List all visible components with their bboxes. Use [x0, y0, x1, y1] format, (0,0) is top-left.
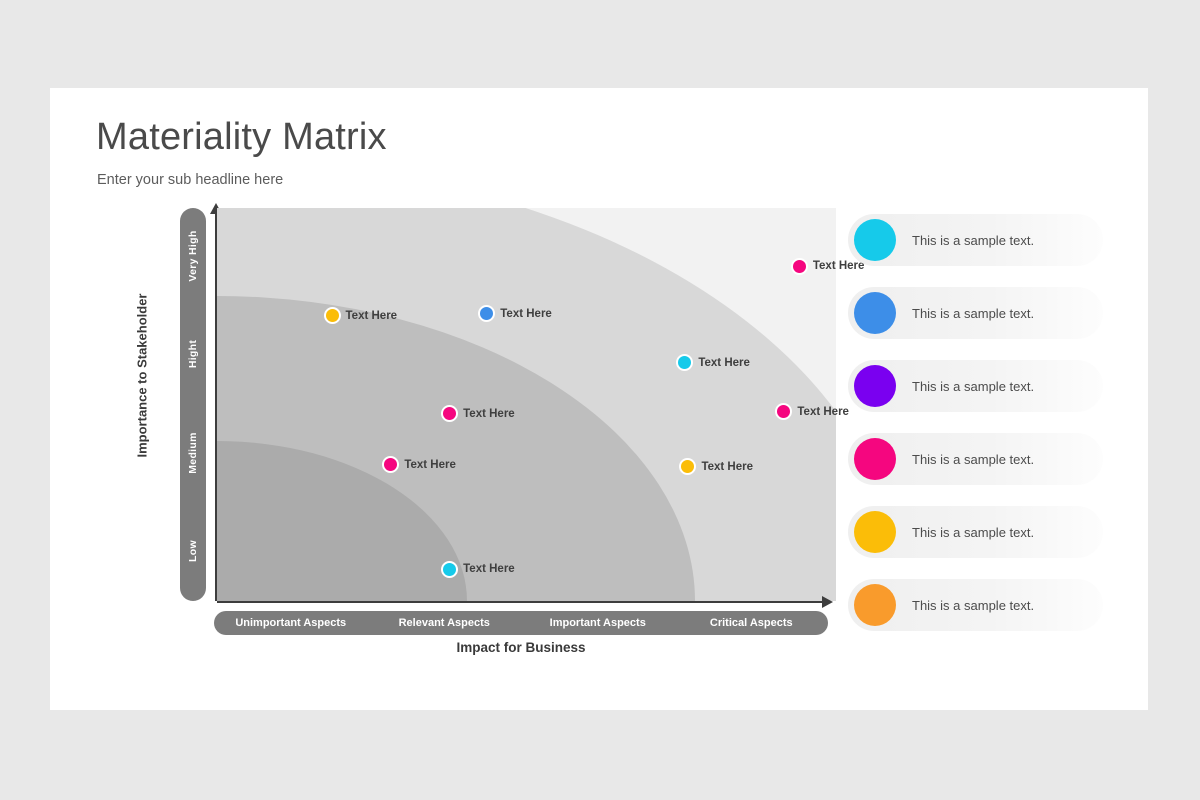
- legend-color-swatch-icon: [854, 438, 896, 480]
- page-title: Materiality Matrix: [96, 116, 387, 158]
- legend-color-swatch-icon: [854, 584, 896, 626]
- data-point-label: Text Here: [701, 460, 753, 473]
- x-axis-label-relevant-aspects: Relevant Aspects: [398, 617, 490, 629]
- data-point-marker-icon: [676, 354, 694, 372]
- data-point-label: Text Here: [345, 309, 398, 322]
- y-axis-label-hight: Hight: [187, 340, 199, 369]
- data-point[interactable]: Text Here: [790, 257, 865, 275]
- data-point[interactable]: Text Here: [478, 305, 552, 323]
- data-point[interactable]: Text Here: [441, 405, 515, 423]
- legend-item[interactable]: This is a sample text.: [848, 287, 1103, 339]
- x-axis-arrow-head-icon: [822, 596, 833, 608]
- legend-item[interactable]: This is a sample text.: [848, 433, 1103, 485]
- data-point[interactable]: Text Here: [676, 354, 750, 372]
- plot-area: [217, 208, 836, 601]
- data-point-marker-icon: [775, 403, 793, 421]
- y-axis-arrow-line: [215, 212, 217, 601]
- y-axis-category-bar: Very High Hight Medium Low: [180, 208, 206, 601]
- legend-item-label: This is a sample text.: [912, 378, 1035, 394]
- y-axis-label-low: Low: [187, 539, 199, 562]
- data-point-marker-icon: [441, 405, 459, 423]
- data-point-label: Text Here: [463, 563, 515, 576]
- data-point-marker-icon: [790, 257, 808, 275]
- data-point-label: Text Here: [812, 260, 865, 273]
- legend-item-label: This is a sample text.: [912, 451, 1035, 467]
- materiality-matrix-chart: Importance to Stakeholder Very High Hight…: [96, 203, 864, 670]
- legend-color-swatch-icon: [854, 365, 896, 407]
- legend-item-label: This is a sample text.: [912, 597, 1035, 613]
- data-point[interactable]: Text Here: [775, 403, 849, 421]
- legend-color-swatch-icon: [854, 292, 896, 334]
- data-point-label: Text Here: [404, 458, 456, 471]
- legend-color-swatch-icon: [854, 511, 896, 553]
- legend-color-swatch-icon: [854, 219, 896, 261]
- data-point-marker-icon: [441, 560, 459, 578]
- data-point[interactable]: Text Here: [323, 307, 398, 325]
- legend-item[interactable]: This is a sample text.: [848, 360, 1103, 412]
- y-axis-label-medium: Medium: [187, 431, 199, 474]
- y-axis-label-very-high: Very High: [187, 230, 199, 282]
- data-point-label: Text Here: [463, 407, 515, 420]
- y-axis-arrow-head-icon: [210, 203, 222, 214]
- legend-item-label: This is a sample text.: [912, 524, 1035, 540]
- slide-canvas: Materiality Matrix Enter your sub headli…: [50, 88, 1148, 710]
- data-point[interactable]: Text Here: [382, 456, 456, 474]
- y-axis-title: Importance to Stakeholder: [134, 293, 150, 458]
- data-point-marker-icon: [323, 307, 341, 325]
- legend-item-label: This is a sample text.: [912, 305, 1035, 321]
- x-axis-arrow-line: [217, 601, 826, 603]
- x-axis-label-critical-aspects: Critical Aspects: [709, 617, 793, 629]
- data-point[interactable]: Text Here: [679, 458, 753, 476]
- data-point-label: Text Here: [500, 307, 552, 320]
- data-point[interactable]: Text Here: [441, 560, 515, 578]
- legend-item-label: This is a sample text.: [912, 232, 1035, 248]
- data-point-marker-icon: [382, 456, 400, 474]
- data-point-label: Text Here: [698, 356, 750, 369]
- data-point-marker-icon: [478, 305, 496, 323]
- data-point-marker-icon: [679, 458, 697, 476]
- data-point-label: Text Here: [797, 405, 849, 418]
- legend-item[interactable]: This is a sample text.: [848, 506, 1103, 558]
- x-axis-category-bar: Unimportant Aspects Relevant Aspects Impor…: [214, 611, 828, 635]
- legend-item[interactable]: This is a sample text.: [848, 579, 1103, 631]
- page-subtitle: Enter your sub headline here: [97, 172, 284, 188]
- x-axis-label-unimportant-aspects: Unimportant Aspects: [235, 617, 347, 629]
- x-axis-title: Impact for Business: [456, 640, 586, 655]
- legend-list: This is a sample text. This is a sample t…: [848, 214, 1103, 652]
- x-axis-label-important-aspects: Important Aspects: [549, 617, 646, 629]
- legend-item[interactable]: This is a sample text.: [848, 214, 1103, 266]
